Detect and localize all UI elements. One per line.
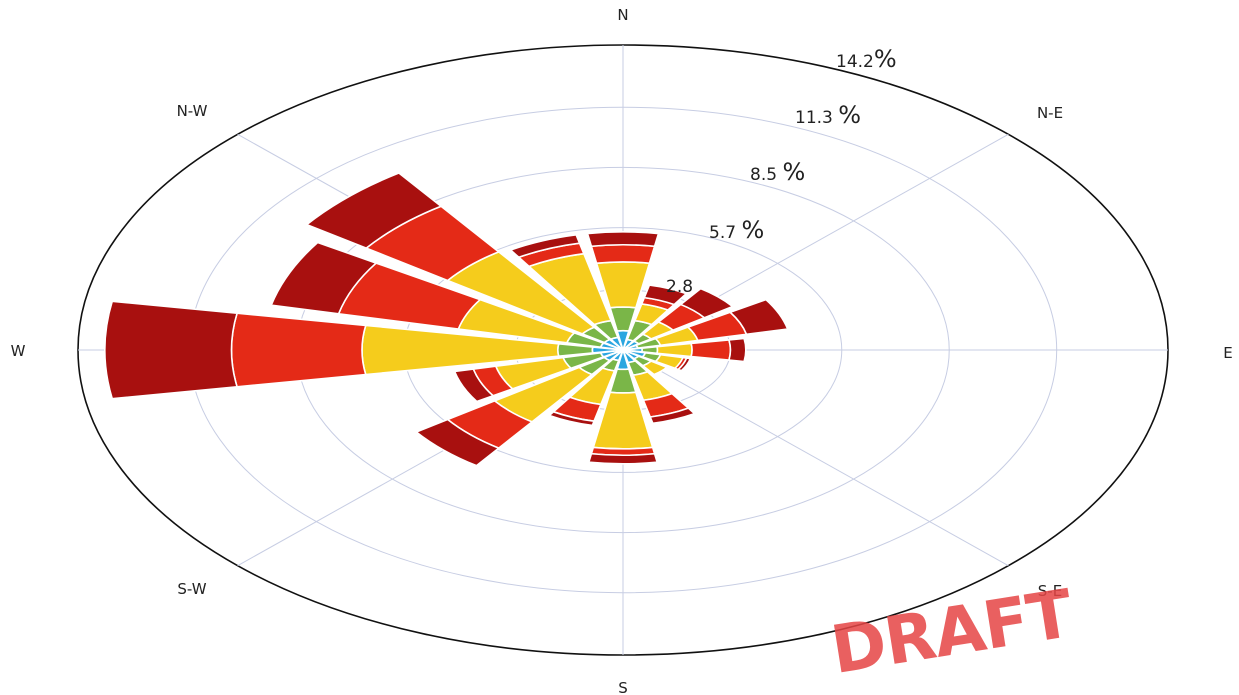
compass-label-ne: N-E: [1037, 104, 1063, 122]
wedge-n-speed-band-4: [590, 243, 656, 265]
wedge-sse-speed-band-5: [649, 407, 697, 425]
compass-label-sw: S-W: [177, 580, 206, 598]
compass-label-nw: N-W: [177, 102, 208, 120]
wedge-se-speed-band-3: [641, 360, 669, 376]
compass-label-e: E: [1223, 344, 1232, 362]
ring-label-14-2: 14.2%: [836, 45, 897, 73]
chart-labels: N N-E E S-E S S-W W N-W 2.8 5.7 % 8.5 % 11.3 % 14.2%: [11, 6, 1233, 695]
wedge-w-speed-band-4: [230, 312, 367, 388]
compass-label-w: W: [11, 342, 26, 360]
wedge-sw-speed-band-5: [414, 418, 501, 467]
wedge-e-speed-band-4: [690, 339, 732, 361]
wedge-s-speed-band-5: [587, 452, 659, 465]
compass-label-se: S-E: [1038, 582, 1062, 600]
wedge-wsw-speed-band-5: [453, 368, 495, 403]
wedge-ese-speed-band-5: [676, 357, 692, 372]
wedge-ssw-speed-band-5: [547, 410, 596, 427]
wind-rose-wedges: [104, 172, 789, 467]
wedge-w-speed-band-5: [104, 300, 239, 400]
wedge-e-speed-band-5: [727, 337, 747, 363]
wedge-ne-speed-band-5: [679, 287, 735, 319]
wedge-nnw-speed-band-5: [509, 233, 581, 259]
ring-label-11-3: 11.3 %: [795, 101, 861, 129]
ring-label-8-5: 8.5 %: [750, 158, 805, 186]
ring-label-2-8: 2.8: [666, 277, 693, 297]
wedge-n-speed-band-3: [595, 261, 651, 309]
compass-label-s: S: [618, 679, 628, 695]
wedge-nw-speed-band-5: [305, 172, 443, 250]
wedge-nne-speed-band-5: [643, 284, 688, 306]
ring-label-5-7: 5.7 %: [709, 216, 764, 244]
compass-label-n: N: [617, 6, 628, 24]
wedge-wnw-speed-band-5: [270, 241, 378, 315]
grid-spoke: [622, 349, 1009, 567]
wedge-n-speed-band-5: [586, 231, 660, 248]
wedge-ene-speed-band-5: [728, 298, 789, 336]
